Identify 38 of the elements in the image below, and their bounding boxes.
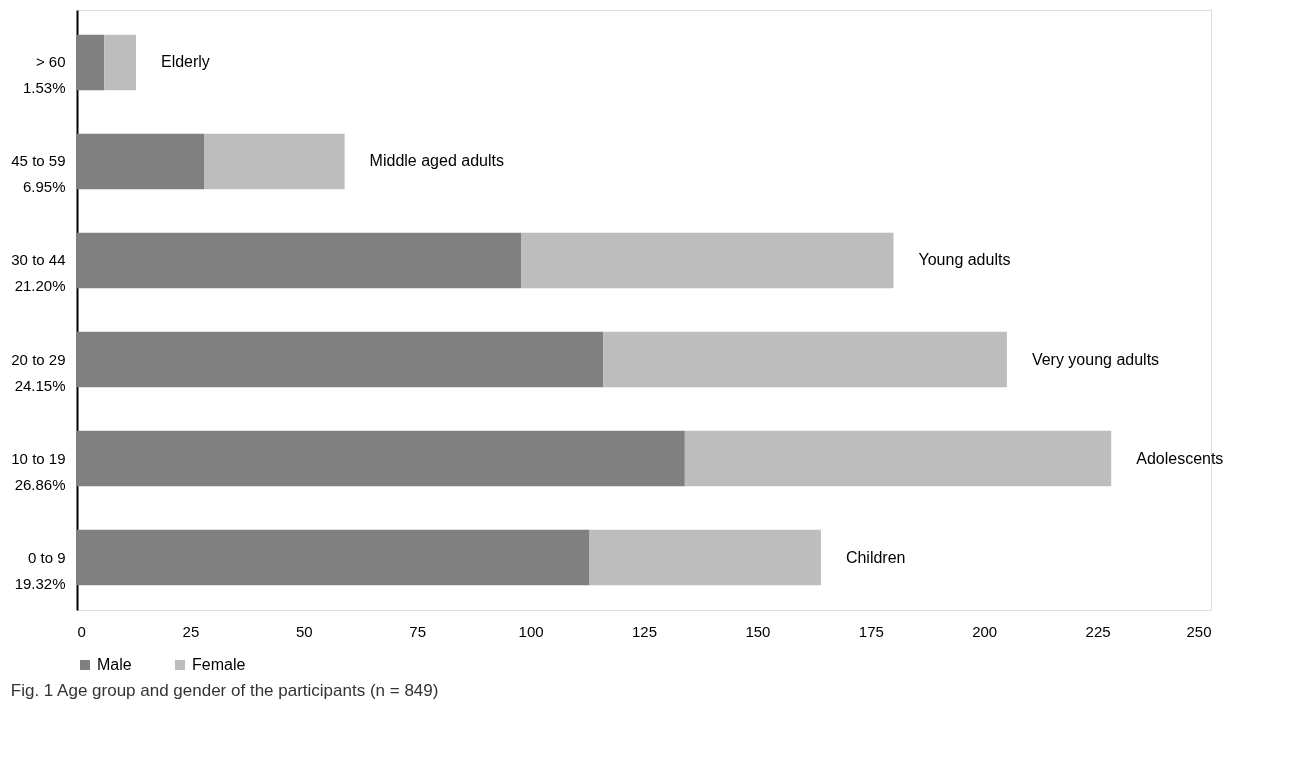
annotation: Young adults	[918, 251, 1011, 269]
bar	[204, 133, 345, 190]
bar	[104, 34, 136, 91]
x-tick-label: 250	[1186, 622, 1212, 640]
y-tick-label: 10 to 19 26.86%	[11, 449, 66, 493]
x-tick-label: 25	[182, 622, 200, 640]
x-tick-label: 125	[631, 622, 658, 640]
bar	[77, 232, 522, 289]
bar	[77, 529, 590, 586]
annotation: Elderly	[160, 53, 210, 71]
annotation: Adolescents	[1136, 449, 1224, 467]
bar	[603, 331, 1007, 388]
annotation: Very young adults	[1031, 350, 1160, 368]
bar	[77, 34, 105, 91]
bar	[521, 232, 894, 289]
bar	[684, 430, 1112, 487]
y-tick-label: 20 to 29 24.15%	[11, 350, 66, 394]
y-tick-label: > 60 1.53%	[22, 53, 66, 97]
text: Fig. 1 Age group and gender of the participants (n = 849)	[10, 681, 439, 700]
annotation: Children	[845, 548, 906, 566]
x-tick-label: 75	[409, 622, 427, 640]
y-tick-label: 0 to 9 19.32%	[14, 548, 66, 592]
bar	[589, 529, 821, 586]
x-tick-label: 100	[518, 622, 544, 640]
x-tick-label: 225	[1085, 622, 1111, 640]
x-tick-label: 150	[745, 622, 771, 640]
bar	[77, 331, 604, 388]
x-tick-label: 200	[972, 622, 998, 640]
legend-label: Female	[192, 656, 246, 673]
x-tick-label: 50	[295, 622, 313, 640]
x-tick-label: 0	[77, 622, 86, 640]
annotation: Middle aged adults	[369, 152, 504, 170]
y-tick-label: 45 to 59 6.95%	[11, 152, 66, 196]
x-tick-label: 175	[858, 622, 884, 640]
y-tick-label: 30 to 44 21.20%	[11, 251, 66, 295]
legend-label: Male	[97, 656, 132, 673]
bar	[77, 133, 205, 190]
bar	[77, 430, 685, 487]
